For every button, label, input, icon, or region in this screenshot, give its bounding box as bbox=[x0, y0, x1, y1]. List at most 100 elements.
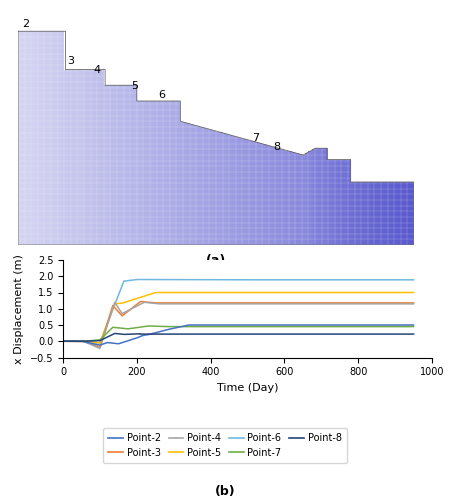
Polygon shape bbox=[295, 154, 298, 245]
Text: (b): (b) bbox=[215, 484, 235, 498]
Point-3 bbox=[138, 298, 143, 304]
Polygon shape bbox=[266, 145, 269, 245]
Polygon shape bbox=[61, 31, 64, 245]
Polygon shape bbox=[348, 160, 351, 245]
Line: Point-5: Point-5 bbox=[63, 292, 414, 343]
Polygon shape bbox=[249, 140, 252, 245]
Polygon shape bbox=[170, 101, 173, 245]
Polygon shape bbox=[18, 31, 21, 245]
Polygon shape bbox=[120, 85, 124, 245]
Point-2 bbox=[60, 338, 66, 344]
Point-3 bbox=[401, 300, 406, 306]
Point-5 bbox=[401, 290, 406, 296]
Point-8 bbox=[222, 331, 227, 337]
Polygon shape bbox=[180, 122, 183, 245]
Polygon shape bbox=[394, 182, 397, 245]
Point-7 bbox=[411, 324, 416, 330]
Point-7 bbox=[78, 338, 84, 344]
Polygon shape bbox=[45, 31, 48, 245]
Line: Point-8: Point-8 bbox=[63, 334, 414, 341]
Point-2 bbox=[186, 322, 191, 328]
Polygon shape bbox=[229, 135, 233, 245]
Polygon shape bbox=[137, 101, 140, 245]
Polygon shape bbox=[35, 31, 38, 245]
Polygon shape bbox=[68, 70, 71, 245]
Polygon shape bbox=[54, 31, 58, 245]
Point-4 bbox=[141, 300, 147, 306]
Polygon shape bbox=[233, 136, 236, 245]
Point-3 bbox=[337, 300, 342, 306]
Polygon shape bbox=[81, 70, 84, 245]
Polygon shape bbox=[364, 182, 368, 245]
Polygon shape bbox=[328, 160, 332, 245]
Polygon shape bbox=[209, 130, 213, 245]
Point-8 bbox=[78, 338, 84, 344]
Polygon shape bbox=[302, 155, 305, 245]
Polygon shape bbox=[378, 182, 381, 245]
Point-3 bbox=[78, 338, 84, 344]
Polygon shape bbox=[166, 101, 170, 245]
Polygon shape bbox=[256, 142, 259, 245]
Polygon shape bbox=[387, 182, 391, 245]
Polygon shape bbox=[64, 70, 68, 245]
Point-6 bbox=[231, 277, 237, 283]
Polygon shape bbox=[140, 101, 144, 245]
Point-6 bbox=[134, 276, 140, 282]
Polygon shape bbox=[163, 101, 166, 245]
Polygon shape bbox=[226, 134, 229, 245]
Polygon shape bbox=[189, 124, 193, 245]
Polygon shape bbox=[305, 153, 308, 245]
Polygon shape bbox=[134, 85, 137, 245]
Text: 8: 8 bbox=[274, 142, 280, 152]
Polygon shape bbox=[315, 148, 318, 245]
Point-4 bbox=[60, 338, 66, 344]
Polygon shape bbox=[262, 144, 265, 245]
Line: Point-6: Point-6 bbox=[63, 280, 414, 343]
Point-7 bbox=[222, 324, 227, 330]
Polygon shape bbox=[58, 31, 61, 245]
Point-4 bbox=[97, 346, 103, 352]
Point-5 bbox=[231, 290, 237, 296]
Polygon shape bbox=[243, 139, 246, 245]
Point-7 bbox=[231, 324, 236, 330]
Polygon shape bbox=[308, 151, 312, 245]
Polygon shape bbox=[117, 85, 120, 245]
Point-5 bbox=[60, 338, 66, 344]
Polygon shape bbox=[206, 129, 209, 245]
Polygon shape bbox=[127, 85, 130, 245]
Polygon shape bbox=[332, 160, 335, 245]
Polygon shape bbox=[104, 85, 107, 245]
Point-5 bbox=[153, 290, 158, 296]
Polygon shape bbox=[216, 132, 219, 245]
Polygon shape bbox=[322, 148, 325, 245]
Polygon shape bbox=[298, 154, 302, 245]
Point-8 bbox=[60, 338, 66, 344]
Polygon shape bbox=[411, 182, 414, 245]
Polygon shape bbox=[275, 148, 279, 245]
Polygon shape bbox=[160, 101, 163, 245]
Point-6 bbox=[97, 340, 103, 346]
Polygon shape bbox=[196, 126, 199, 245]
Point-4 bbox=[231, 301, 237, 307]
Line: Point-4: Point-4 bbox=[63, 302, 414, 348]
Polygon shape bbox=[124, 85, 127, 245]
Polygon shape bbox=[292, 152, 295, 245]
Polygon shape bbox=[186, 124, 189, 245]
Point-5 bbox=[411, 290, 416, 296]
Point-2 bbox=[401, 322, 406, 328]
Polygon shape bbox=[28, 31, 31, 245]
Point-2 bbox=[411, 322, 416, 328]
Point-4 bbox=[401, 301, 406, 307]
Polygon shape bbox=[71, 70, 74, 245]
Point-2 bbox=[78, 338, 84, 344]
Polygon shape bbox=[110, 85, 114, 245]
Point-4 bbox=[411, 301, 416, 307]
Polygon shape bbox=[213, 130, 216, 245]
Polygon shape bbox=[318, 148, 322, 245]
Polygon shape bbox=[107, 85, 110, 245]
Polygon shape bbox=[272, 147, 275, 245]
Polygon shape bbox=[153, 101, 157, 245]
Polygon shape bbox=[259, 144, 262, 245]
Polygon shape bbox=[397, 182, 401, 245]
Polygon shape bbox=[325, 148, 328, 245]
